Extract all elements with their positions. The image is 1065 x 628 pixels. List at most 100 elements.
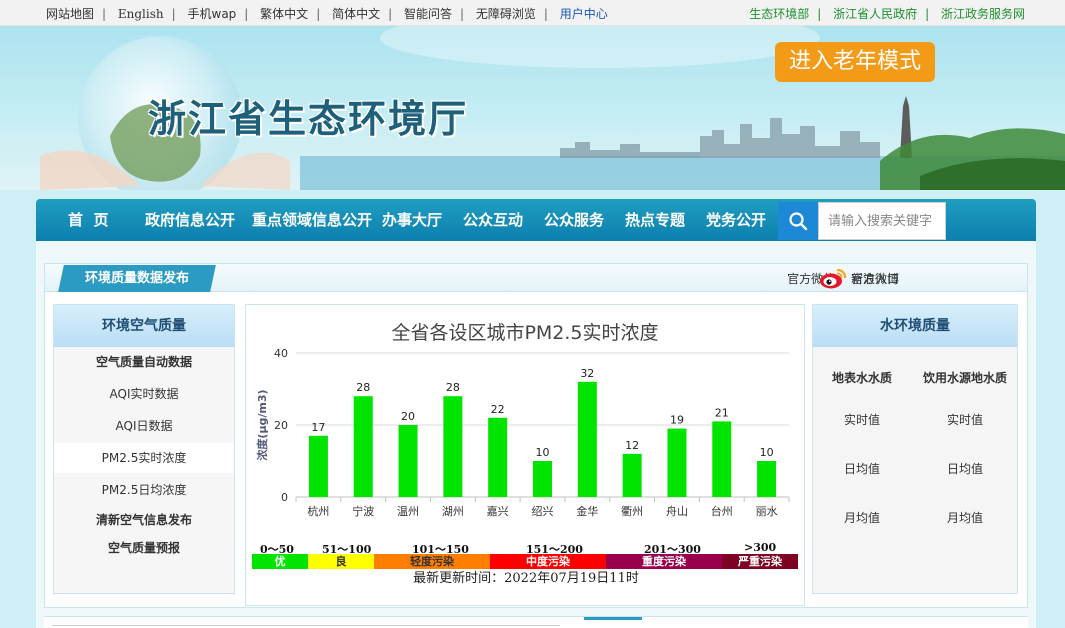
env-data-panel: 环境质量数据发布 官方微信 官方微博 新浪入口 环境空气质量 空气质量自动数据 … xyxy=(44,263,1028,608)
legend-swatch: 重度污染 xyxy=(606,554,722,569)
drinking-water-monthly[interactable]: 月均值 xyxy=(946,511,983,525)
legend-swatch: 优 xyxy=(252,554,308,569)
bar-value-label: 28 xyxy=(356,381,370,394)
nav-home[interactable]: 首 页 xyxy=(68,211,109,229)
legend-swatch: 中度污染 xyxy=(490,554,606,569)
legend-range: 201～300 xyxy=(644,543,701,556)
main-nav: 首 页 政府信息公开 重点领域信息公开 办事大厅 公众互动 公众服务 热点专题 … xyxy=(36,199,1036,241)
surface-water-heading: 地表水水质 xyxy=(831,371,892,385)
search-icon xyxy=(789,212,808,231)
link-smart-qa[interactable]: 智能问答 xyxy=(403,7,452,21)
tab-env-quality-data[interactable]: 环境质量数据发布 xyxy=(58,265,216,292)
legend-range: 101～150 xyxy=(412,543,469,556)
legend-swatch: 轻度污染 xyxy=(374,554,490,569)
bar-7[interactable] xyxy=(622,453,642,497)
search-button[interactable] xyxy=(778,202,818,240)
x-tick-label: 嘉兴 xyxy=(487,504,509,518)
x-tick-label: 宁波 xyxy=(352,504,374,518)
link-official-weibo[interactable]: 官方微博 xyxy=(850,272,899,286)
bar-9[interactable] xyxy=(712,421,732,497)
link-zhejiang-service[interactable]: 浙江政务服务网 xyxy=(940,7,1025,21)
link-ministry-ecology[interactable]: 生态环境部 xyxy=(749,7,810,21)
bar-value-label: 28 xyxy=(446,381,460,394)
drinking-water-daily[interactable]: 日均值 xyxy=(946,462,983,476)
surface-water-monthly[interactable]: 月均值 xyxy=(843,511,880,525)
weibo-icon[interactable] xyxy=(819,267,847,289)
bar-value-label: 10 xyxy=(760,446,774,459)
air-quality-menu: 环境空气质量 空气质量自动数据 AQI实时数据 AQI日数据 PM2.5实时浓度… xyxy=(53,304,235,594)
nav-key-areas[interactable]: 重点领域信息公开 xyxy=(252,211,373,229)
bar-value-label: 21 xyxy=(715,406,729,419)
next-section-strip xyxy=(44,616,1028,628)
bar-value-label: 22 xyxy=(491,403,505,416)
weibo-entry-link[interactable]: 新浪入口 xyxy=(851,272,900,286)
x-tick-label: 杭州 xyxy=(307,504,329,518)
bar-value-label: 17 xyxy=(311,421,325,434)
link-english[interactable]: English xyxy=(117,7,164,21)
x-tick-label: 舟山 xyxy=(666,504,688,518)
menu-air-forecast[interactable]: 空气质量预报 xyxy=(107,541,180,555)
nav-service-hall[interactable]: 办事大厅 xyxy=(382,211,443,229)
link-accessibility[interactable]: 无障碍浏览 xyxy=(475,7,536,21)
menu-pm25-realtime[interactable]: PM2.5实时浓度 xyxy=(54,443,234,473)
menu-aqi-realtime[interactable]: AQI实时数据 xyxy=(109,387,179,401)
bar-0[interactable] xyxy=(308,435,328,497)
x-tick-label: 金华 xyxy=(576,504,598,518)
site-title: 浙江省生态环境厅 xyxy=(148,96,469,141)
x-tick-label: 湖州 xyxy=(442,505,464,518)
bar-8[interactable] xyxy=(667,428,687,497)
search-input[interactable] xyxy=(818,202,946,240)
chart-title: 全省各设区城市PM2.5实时浓度 xyxy=(391,322,658,344)
elder-mode-button[interactable]: 进入老年模式 xyxy=(775,42,935,82)
bar-value-label: 10 xyxy=(536,446,550,459)
legend-swatch: 良 xyxy=(308,554,374,569)
link-user-center[interactable]: 用户中心 xyxy=(559,7,608,21)
top-utility-bar: 网站地图 | English | 手机wap | 繁体中文 | 简体中文 | 智能问答 | … xyxy=(0,0,1065,26)
water-quality-title: 水环境质量 xyxy=(813,305,1017,347)
legend-swatch: 严重污染 xyxy=(722,554,798,569)
x-tick-label: 台州 xyxy=(711,504,733,518)
chart-y-axis-label: 浓度(μg/m3) xyxy=(255,389,269,460)
link-simplified-chinese[interactable]: 简体中文 xyxy=(332,7,381,21)
menu-aqi-daily[interactable]: AQI日数据 xyxy=(115,419,173,433)
bar-1[interactable] xyxy=(353,396,373,497)
surface-water-realtime[interactable]: 实时值 xyxy=(843,413,880,427)
menu-fresh-air-release[interactable]: 清新空气信息发布 xyxy=(95,513,192,527)
legend-range: 51～100 xyxy=(322,543,372,556)
link-traditional-chinese[interactable]: 繁体中文 xyxy=(260,7,309,21)
bar-value-label: 19 xyxy=(670,414,684,427)
top-left-links: 网站地图 | English | 手机wap | 繁体中文 | 简体中文 | 智能问答 | … xyxy=(46,7,608,21)
nav-public-interaction[interactable]: 公众互动 xyxy=(463,211,524,229)
nav-hot-topics[interactable]: 热点专题 xyxy=(625,211,686,229)
bar-value-label: 32 xyxy=(580,367,594,380)
site-banner: 浙江省生态环境厅 进入老年模式 xyxy=(0,26,1065,190)
bar-10[interactable] xyxy=(757,461,777,497)
menu-air-auto-data[interactable]: 空气质量自动数据 xyxy=(95,355,192,369)
link-sitemap[interactable]: 网站地图 xyxy=(46,7,95,21)
link-zhejiang-gov[interactable]: 浙江省人民政府 xyxy=(833,7,918,21)
top-right-links: 生态环境部 | 浙江省人民政府 | 浙江政务服务网 xyxy=(749,7,1025,21)
banner-scenery xyxy=(40,26,1065,190)
nav-gov-info[interactable]: 政府信息公开 xyxy=(145,211,236,229)
nav-party-affairs[interactable]: 党务公开 xyxy=(706,211,767,229)
x-tick-label: 绍兴 xyxy=(532,504,554,518)
bar-6[interactable] xyxy=(577,381,597,497)
legend-range: >300 xyxy=(744,541,777,554)
bar-2[interactable] xyxy=(398,425,418,497)
chart-grid: 0 20 40 xyxy=(274,347,790,504)
bar-3[interactable] xyxy=(443,396,463,497)
chart-bars: 17 杭州 28 宁波 20 温州 28 湖州 22 嘉兴 10 绍兴 32 金华 12 衢州 19 舟山 21 台州… xyxy=(307,367,777,518)
pm25-bar-chart: 全省各设区城市PM2.5实时浓度 0 20 40 浓度(μg/m3) 17 杭州 28 宁… xyxy=(255,322,790,518)
y-tick-label: 0 xyxy=(281,491,288,504)
nav-public-service[interactable]: 公众服务 xyxy=(544,211,605,229)
next-section-tab[interactable] xyxy=(584,617,642,620)
menu-pm25-daily[interactable]: PM2.5日均浓度 xyxy=(101,483,187,497)
surface-water-daily[interactable]: 日均值 xyxy=(843,462,880,476)
bar-4[interactable] xyxy=(488,417,508,497)
x-tick-label: 衢州 xyxy=(621,505,643,518)
drinking-water-realtime[interactable]: 实时值 xyxy=(946,413,983,427)
bar-value-label: 20 xyxy=(401,410,415,423)
link-mobile-wap[interactable]: 手机wap xyxy=(187,7,237,21)
bar-5[interactable] xyxy=(533,461,552,497)
aqi-legend: 0～50 优 51～100 良 101～150 轻度污染 151～200 中度污染 201～30… xyxy=(252,541,798,571)
